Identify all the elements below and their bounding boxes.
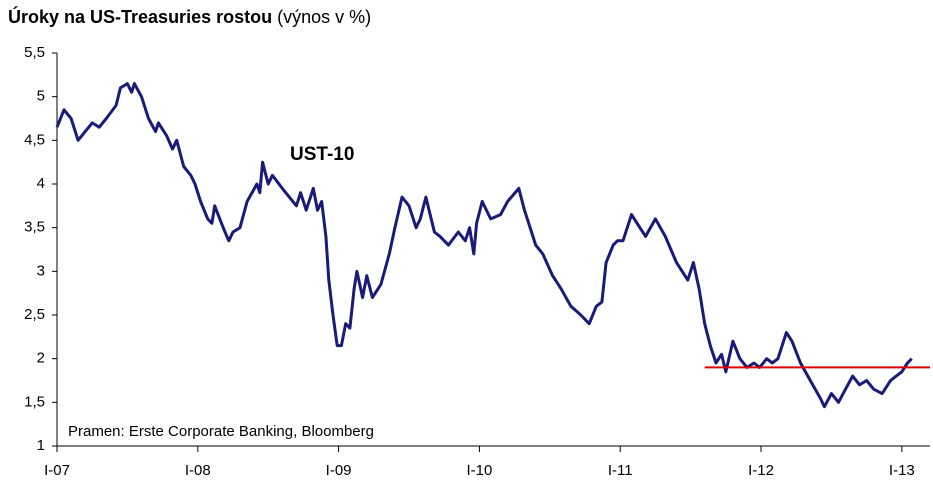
x-tick-label: I-09 xyxy=(326,462,352,479)
chart-subtitle: (výnos v %) xyxy=(277,7,371,27)
y-tick-label: 5,5 xyxy=(24,44,45,61)
series-annotation: UST-10 xyxy=(290,144,354,165)
y-tick-label: 3 xyxy=(37,262,45,279)
y-tick-label: 4 xyxy=(37,175,45,192)
y-tick-label: 1 xyxy=(37,437,45,454)
x-tick-label: I-11 xyxy=(608,462,633,479)
chart-title-group: Úroky na US-Treasuries rostou (výnos v %) xyxy=(8,6,371,27)
y-tick-label: 3,5 xyxy=(24,219,45,236)
x-tick-label: I-07 xyxy=(44,462,70,479)
source-note: Pramen: Erste Corporate Banking, Bloombe… xyxy=(68,423,374,440)
y-tick-label: 2,5 xyxy=(24,306,45,323)
x-tick-label: I-08 xyxy=(185,462,211,479)
x-tick-label: I-13 xyxy=(889,462,915,479)
y-tick-label: 1,5 xyxy=(24,393,45,410)
data-line xyxy=(55,82,913,409)
y-tick-label: 5 xyxy=(37,88,45,105)
x-tick-label: I-10 xyxy=(466,462,492,479)
x-tick-label: I-12 xyxy=(748,462,774,479)
y-tick-label: 2 xyxy=(37,350,45,367)
chart-title: Úroky na US-Treasuries rostou xyxy=(8,6,272,27)
y-tick-label: 4,5 xyxy=(24,131,45,148)
